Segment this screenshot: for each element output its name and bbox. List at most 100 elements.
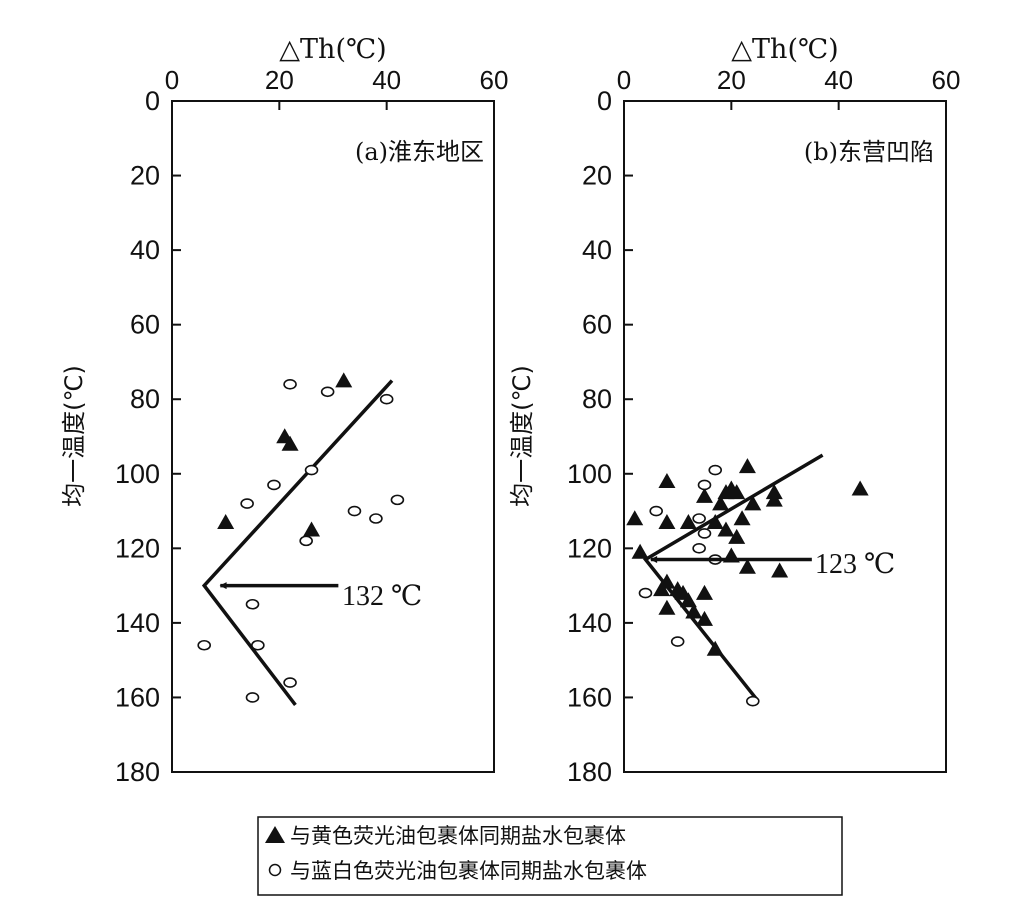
panel-a-circle-point bbox=[369, 513, 383, 524]
panel-b-y-tick-label: 80 bbox=[582, 384, 612, 414]
panel-b-y-tick-label: 20 bbox=[582, 161, 612, 191]
panel-a-triangle-point bbox=[335, 372, 353, 388]
panel-b-triangle-point bbox=[696, 610, 713, 626]
panel-b-circle-point bbox=[708, 464, 723, 476]
legend-box bbox=[257, 816, 843, 896]
panel-b-circle-point bbox=[638, 587, 653, 599]
panel-b-y-tick-label: 40 bbox=[582, 235, 612, 265]
panel-a-circle-point bbox=[251, 639, 265, 651]
legend-item-blue-white-label: 与蓝白色荧光油包裹体同期盐水包裹体 bbox=[290, 859, 647, 883]
panel-b-circle-point bbox=[649, 505, 664, 517]
legend: 与黄色荧光油包裹体同期盐水包裹体 与蓝白色荧光油包裹体同期盐水包裹体 bbox=[257, 816, 843, 896]
panel-b-circle-point bbox=[670, 636, 685, 647]
panel-a-circle-point bbox=[245, 598, 260, 610]
panel-b-circle-point bbox=[692, 513, 706, 524]
panel-b-circle-point bbox=[697, 528, 712, 539]
panel-b-triangle-point bbox=[696, 487, 713, 503]
panel-b-triangle-point bbox=[631, 543, 649, 559]
panel-b-triangle-point bbox=[738, 458, 756, 474]
panel-b-triangle-point bbox=[765, 484, 783, 500]
panel-b-y-tick-label: 160 bbox=[567, 682, 612, 712]
panel-b-triangle-point bbox=[679, 592, 697, 608]
panel-b-y-tick-label: 120 bbox=[567, 533, 612, 563]
panel-b-y-tick-label: 140 bbox=[567, 608, 612, 638]
panel-a-frame bbox=[171, 100, 495, 773]
panel-a-x-tick-label: 20 bbox=[265, 65, 294, 95]
panel-a-circle-point bbox=[245, 692, 260, 703]
panel-b-triangle-point bbox=[733, 510, 751, 526]
panel-a-y-tick-label: 40 bbox=[130, 235, 160, 265]
panel-b-triangle-point bbox=[712, 495, 730, 511]
panel-a-circle-point bbox=[240, 498, 254, 509]
panel-a-y-tick-label: 0 bbox=[145, 86, 160, 116]
panel-a-y-tick-label: 80 bbox=[130, 384, 160, 414]
panel-b-triangle-point bbox=[744, 495, 762, 511]
panel-b-y-axis-title: 均一温度(℃) bbox=[508, 365, 536, 507]
panel-b-y-tick-label: 60 bbox=[582, 310, 612, 340]
panel-a-triangle-point bbox=[281, 435, 299, 451]
panel-b-triangle-point bbox=[717, 521, 735, 537]
panel-a-circle-point bbox=[267, 479, 281, 491]
panel-b-triangle-point bbox=[658, 472, 676, 488]
panel-b-triangle-point bbox=[658, 513, 676, 529]
panel-b-label: (b)东营凹陷 bbox=[804, 138, 934, 166]
panel-b-triangle-point bbox=[653, 581, 671, 597]
panel-a-x-tick-label: 60 bbox=[480, 65, 509, 95]
panel-a-x-tick-label: 40 bbox=[372, 65, 401, 95]
panel-b-x-axis-title: △Th(℃) bbox=[731, 34, 838, 65]
panel-a-x-tick-label: 0 bbox=[165, 65, 179, 95]
panel-b-triangle-point bbox=[706, 513, 724, 529]
panel-b-triangle-point bbox=[771, 562, 789, 578]
panel-a-y-tick-label: 140 bbox=[115, 608, 160, 638]
panel-a-circle-point bbox=[379, 393, 394, 405]
panel-b-circle-point bbox=[692, 543, 706, 554]
panel-b-circle-point bbox=[745, 695, 760, 707]
panel-b-y-tick-label: 0 bbox=[597, 86, 612, 116]
panel-b-triangle-point bbox=[706, 640, 724, 656]
panel-a-y-tick-label: 160 bbox=[115, 682, 160, 712]
panel-b-circle-point bbox=[697, 479, 712, 491]
panel-a-triangle-point bbox=[217, 513, 235, 529]
panel-a-triangle-point bbox=[303, 521, 321, 537]
panel-a-circle-point bbox=[299, 535, 313, 547]
panel-b-triangle-point bbox=[679, 513, 697, 529]
panel-a-circle-point bbox=[283, 379, 297, 390]
panel-b-triangle-point bbox=[738, 558, 756, 574]
panel-a-circle-point bbox=[347, 505, 362, 517]
panel-b: △Th(℃) (b)东营凹陷 均一温度(℃) 123 ℃ 0 20 40 60 80 10… bbox=[508, 34, 960, 787]
panel-b-triangle-point bbox=[728, 528, 746, 544]
panel-b-triangle-point bbox=[685, 603, 703, 619]
panel-b-triangle-point bbox=[658, 599, 676, 615]
panel-b-frame bbox=[623, 100, 947, 773]
panel-b-x-tick-label: 0 bbox=[617, 65, 631, 95]
panel-a-circle-point bbox=[304, 464, 319, 476]
panel-a-circle-point bbox=[390, 494, 405, 506]
panel-b-triangle-point bbox=[728, 484, 746, 500]
panel-a-trend-line bbox=[201, 379, 394, 706]
panel-a-annotation: 132 ℃ bbox=[342, 581, 422, 612]
panel-a-y-tick-label: 120 bbox=[115, 533, 160, 563]
panel-b-triangle-point bbox=[626, 510, 644, 526]
panel-b-annotation: 123 ℃ bbox=[815, 549, 895, 580]
panel-b-y-tick-label: 180 bbox=[567, 757, 612, 787]
panel-b-y-tick-label: 100 bbox=[567, 459, 612, 489]
panel-a-y-axis-title: 均一温度(℃) bbox=[60, 365, 88, 507]
panel-b-triangle-point bbox=[851, 480, 869, 496]
panel-a-circle-point bbox=[283, 677, 297, 688]
panel-a-y-tick-label: 180 bbox=[115, 757, 160, 787]
panel-a-circle-point bbox=[320, 386, 335, 398]
panel-a-label: (a)淮东地区 bbox=[355, 138, 484, 166]
panel-a-circle-point bbox=[197, 639, 211, 651]
panel-b-x-tick-label: 20 bbox=[717, 65, 746, 95]
panel-b-x-tick-label: 60 bbox=[932, 65, 961, 95]
panel-a-y-tick-label: 60 bbox=[130, 310, 160, 340]
panel-a-y-tick-label: 100 bbox=[115, 459, 160, 489]
panel-a: △Th(℃) (a)淮东地区 均一温度(℃) 132 ℃ 0 20 40 60 80 10… bbox=[60, 34, 508, 787]
panel-b-x-tick-label: 40 bbox=[824, 65, 853, 95]
legend-item-yellow-label: 与黄色荧光油包裹体同期盐水包裹体 bbox=[290, 824, 626, 848]
legend-circle-icon bbox=[268, 863, 282, 877]
panel-b-triangle-point bbox=[696, 584, 713, 600]
legend-triangle-icon bbox=[265, 826, 285, 843]
panel-a-y-tick-label: 20 bbox=[130, 161, 160, 191]
